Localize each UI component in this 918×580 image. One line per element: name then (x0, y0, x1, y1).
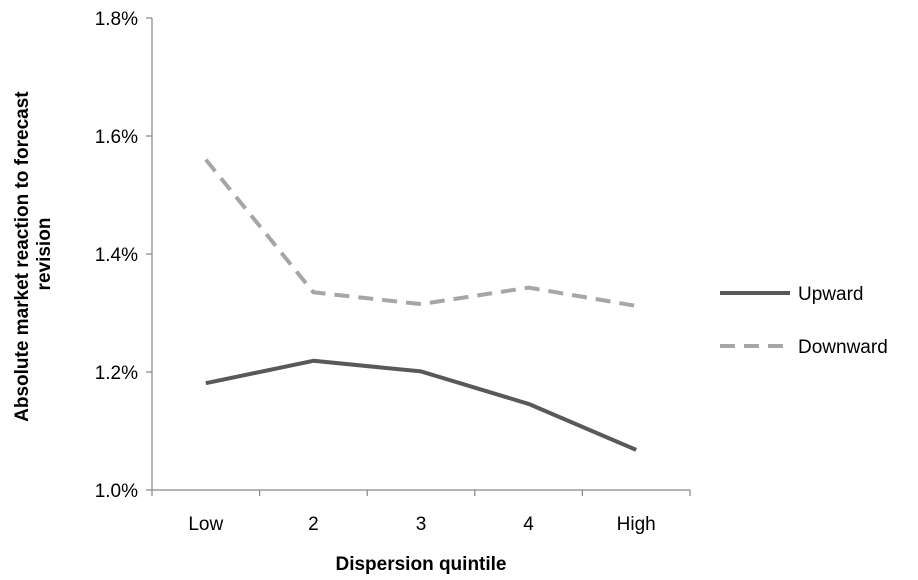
y-tick-label: 1.8% (95, 9, 138, 30)
x-axis-title: Dispersion quintile (335, 554, 506, 575)
x-tick-label: 3 (416, 514, 427, 535)
x-tick-labels: Low 2 3 4 High (188, 514, 655, 535)
y-tick-label: 1.2% (95, 363, 138, 384)
y-tick-label: 1.0% (95, 481, 138, 502)
series-line-upward (205, 358, 637, 452)
x-tick-label: Low (188, 514, 223, 535)
y-axis (146, 17, 153, 491)
legend: Upward Downward (720, 284, 888, 358)
y-tick-label: 1.4% (95, 245, 138, 266)
series-line-downward (204, 158, 637, 308)
x-axis (151, 489, 691, 496)
x-tick-label: 4 (523, 514, 534, 535)
y-axis-title-line-2: revision (34, 218, 55, 291)
x-tick-label: 2 (308, 514, 319, 535)
y-axis-title-line-1: Absolute market reaction to forecast (12, 91, 33, 422)
legend-label-upward: Upward (798, 284, 863, 305)
legend-label-downward: Downward (798, 337, 888, 358)
x-tick-label: High (617, 514, 656, 535)
y-tick-labels: 1.0% 1.2% 1.4% 1.6% 1.8% (95, 9, 138, 502)
series-lines (204, 158, 637, 452)
y-tick-label: 1.6% (95, 127, 138, 148)
y-axis-title: Absolute market reaction to forecast rev… (12, 86, 55, 422)
